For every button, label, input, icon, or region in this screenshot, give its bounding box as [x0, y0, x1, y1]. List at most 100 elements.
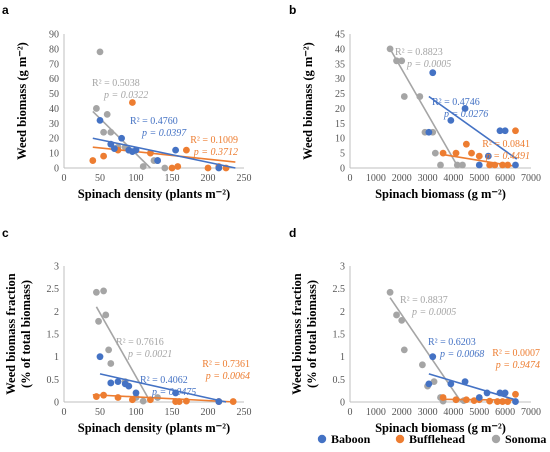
- x-tick-label: 150: [165, 173, 180, 184]
- series-bufflehead: [439, 127, 519, 169]
- data-point-sonoma: [419, 361, 426, 369]
- y-tick-label: 1.5: [333, 330, 346, 341]
- data-point-baboon: [461, 378, 469, 385]
- data-point-sonoma: [107, 360, 115, 367]
- y-tick-label: 2: [340, 307, 345, 318]
- trendline-bufflehead: [92, 393, 236, 403]
- y-tick-label: 1: [340, 352, 345, 363]
- x-tick-label: 1000: [366, 173, 386, 184]
- y-axis-title-line: Weed biomass fraction: [290, 273, 304, 395]
- legend-marker-baboon: [317, 434, 327, 444]
- y-axis-title: Weed biomass (g m⁻²): [301, 42, 315, 160]
- x-tick-label: 0: [62, 173, 67, 184]
- x-tick-label: 3000: [418, 173, 438, 184]
- x-tick-label: 0: [348, 407, 353, 418]
- data-point-sonoma: [139, 397, 147, 405]
- y-tick-label: 3: [340, 262, 345, 273]
- x-tick-label: 50: [95, 407, 105, 418]
- data-point-baboon: [447, 116, 455, 124]
- data-point-baboon: [118, 134, 125, 142]
- data-point-bufflehead: [174, 163, 182, 170]
- r-squared-label-baboon: R² = 0.4760: [130, 116, 178, 127]
- y-tick-label: 0: [54, 398, 59, 409]
- y-tick-label: 20: [335, 104, 345, 115]
- chart-panel-d: d 0 0.5 1 1.5 2 2.5 3 0 1000 2000 3000 4000 5000 6000 7…: [289, 226, 541, 435]
- y-tick-label: 2.5: [47, 284, 60, 295]
- y-tick-label: 0: [340, 398, 345, 409]
- data-point-bufflehead: [452, 149, 460, 157]
- series-baboon: [96, 353, 227, 405]
- series-baboon: [92, 116, 236, 172]
- y-axis-title: Weed biomass (g m⁻²): [15, 42, 29, 160]
- y-tick-label: 40: [49, 104, 59, 115]
- data-point-baboon: [447, 380, 455, 388]
- y-tick-label: 0: [54, 164, 59, 175]
- data-point-sonoma: [386, 45, 394, 53]
- x-tick-label: 7000: [521, 407, 541, 418]
- data-point-baboon: [114, 378, 122, 385]
- data-point-bufflehead: [504, 398, 512, 405]
- r-squared-label-sonoma: R² = 0.7616: [116, 337, 164, 348]
- y-tick-label: 5: [340, 149, 345, 160]
- data-point-bufflehead: [475, 152, 483, 160]
- data-point-sonoma: [386, 288, 394, 296]
- data-point-sonoma: [459, 161, 466, 169]
- data-point-sonoma: [102, 311, 110, 319]
- data-point-sonoma: [400, 93, 408, 100]
- y-axis-title-line: Weed biomass fraction: [4, 273, 18, 395]
- data-point-bufflehead: [129, 99, 136, 106]
- x-tick-label: 4000: [443, 173, 463, 184]
- data-point-sonoma: [96, 48, 104, 56]
- legend: Baboon Bufflehead Sonoma: [317, 432, 546, 446]
- x-tick-label: 0: [62, 407, 67, 418]
- panel-letter: d: [289, 226, 296, 240]
- y-axis-title-line: (% of total biomass): [19, 280, 33, 388]
- trendline-baboon: [428, 373, 518, 401]
- data-point-sonoma: [93, 105, 100, 112]
- trendline-bufflehead: [442, 153, 517, 168]
- p-value-label-sonoma: p = 0.0021: [127, 349, 172, 360]
- data-point-sonoma: [400, 346, 408, 354]
- data-point-baboon: [429, 353, 437, 361]
- panel-letter: a: [2, 3, 9, 17]
- data-point-sonoma: [105, 346, 113, 354]
- p-value-label-bufflehead: p = 0.3712: [193, 147, 238, 158]
- y-axis-title: Weed biomass fraction(% of total biomass…: [4, 273, 33, 395]
- r-squared-label-bufflehead: R² = 0.0841: [482, 139, 530, 150]
- data-point-bufflehead: [204, 164, 212, 172]
- p-value-label-sonoma: p = 0.0322: [103, 90, 148, 101]
- data-point-baboon: [461, 105, 469, 112]
- y-tick-label: 70: [49, 59, 59, 70]
- data-point-baboon: [132, 146, 140, 154]
- y-tick-label: 30: [335, 74, 345, 85]
- x-tick-label: 5000: [469, 173, 489, 184]
- p-value-label-bufflehead: p = 0.4491: [485, 151, 530, 162]
- data-point-sonoma: [437, 161, 444, 169]
- data-point-sonoma: [161, 164, 169, 172]
- data-point-bufflehead: [468, 149, 475, 157]
- x-axis-title: Spinach biomass (g m⁻²): [375, 421, 506, 435]
- p-value-label-sonoma: p = 0.0005: [406, 59, 451, 70]
- x-tick-label: 100: [129, 173, 144, 184]
- data-point-bufflehead: [183, 146, 190, 154]
- y-axis-title-line: (% of total biomass): [305, 280, 319, 388]
- series-baboon: [425, 353, 519, 405]
- panel-letter: b: [289, 3, 296, 17]
- legend-label-sonoma: Sonoma: [505, 432, 546, 446]
- y-tick-label: 0: [340, 164, 345, 175]
- legend-marker-sonoma: [491, 434, 501, 444]
- r-squared-label-sonoma: R² = 0.8823: [395, 47, 443, 58]
- data-point-baboon: [96, 353, 104, 361]
- series-baboon: [425, 69, 519, 169]
- y-tick-label: 15: [335, 119, 345, 130]
- legend-label-baboon: Baboon: [331, 432, 371, 446]
- data-point-baboon: [107, 379, 115, 387]
- trendline-sonoma: [95, 306, 152, 403]
- data-point-sonoma: [398, 57, 406, 65]
- r-squared-label-sonoma: R² = 0.8837: [400, 295, 448, 306]
- data-point-baboon: [132, 389, 140, 397]
- y-tick-label: 1: [54, 352, 59, 363]
- data-point-baboon: [215, 164, 223, 172]
- r-squared-label-bufflehead: R² = 0.7361: [202, 359, 250, 370]
